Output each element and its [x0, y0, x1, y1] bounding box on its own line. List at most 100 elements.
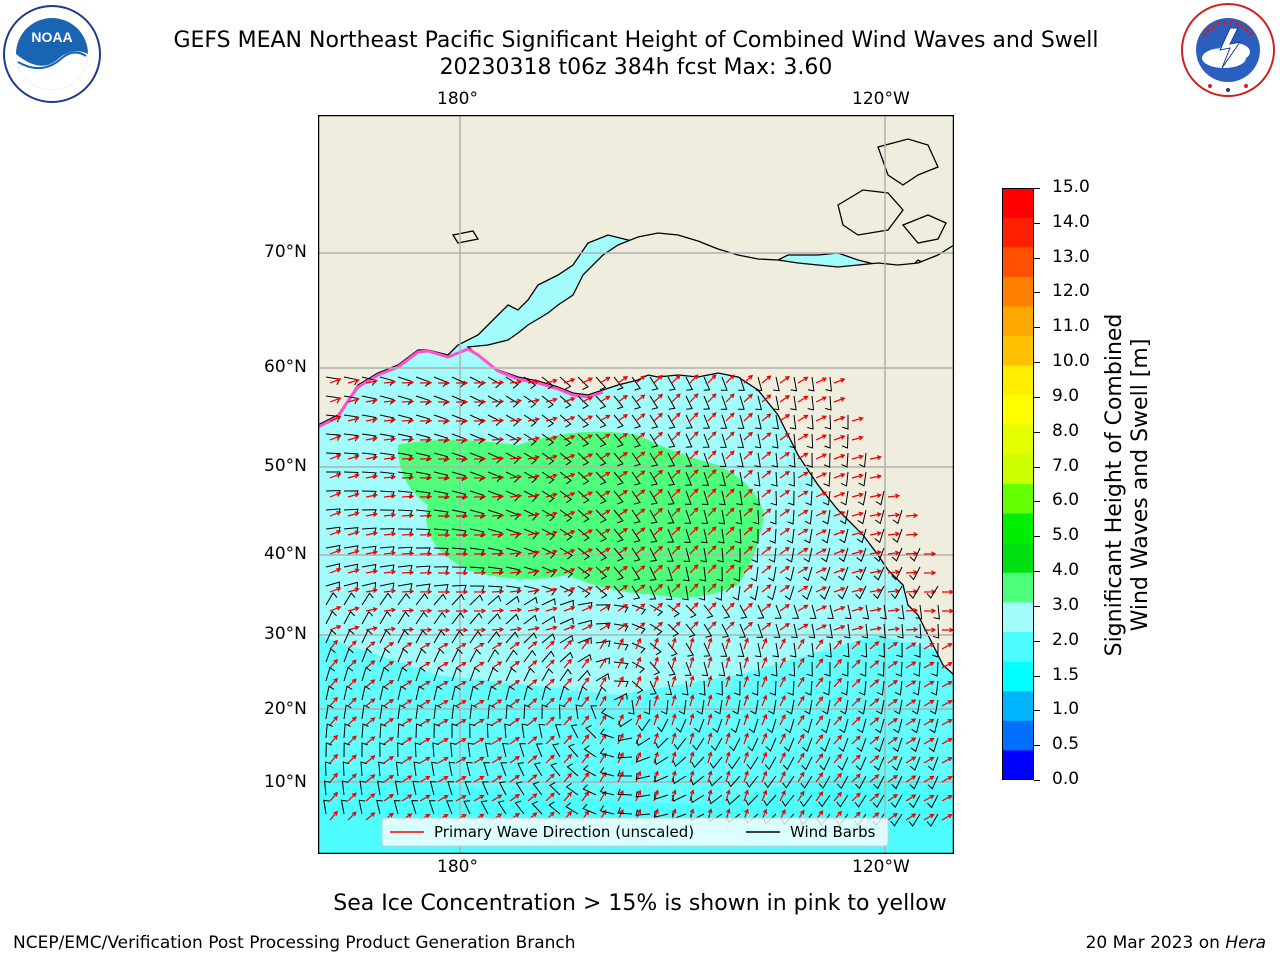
wind-barb	[666, 547, 674, 562]
wave-direction-arrow	[653, 602, 664, 612]
wave-direction-arrow	[653, 713, 659, 726]
wave-direction-arrow	[779, 584, 791, 593]
wave-direction-arrow	[401, 456, 415, 461]
wave-direction-arrow	[455, 719, 467, 726]
wind-barb	[613, 547, 624, 562]
wind-barb	[325, 610, 337, 625]
wave-direction-arrow	[887, 550, 901, 556]
wind-barb	[505, 667, 517, 682]
wind-barb	[533, 762, 543, 777]
wave-direction-arrow	[797, 452, 809, 460]
wind-barb	[631, 433, 641, 448]
wind-barb	[343, 723, 351, 739]
wave-direction-arrow	[653, 526, 664, 536]
wind-barb	[541, 615, 556, 625]
wave-direction-arrow	[671, 637, 677, 650]
wave-direction-arrow	[815, 677, 824, 688]
wind-barb	[914, 643, 921, 658]
wind-barb	[932, 623, 940, 639]
wave-direction-arrow	[581, 639, 590, 650]
wave-direction-arrow	[617, 656, 624, 669]
wind-barb	[818, 794, 831, 808]
wind-barb	[631, 509, 641, 524]
wave-direction-arrow	[779, 489, 791, 498]
wind-barb	[804, 528, 813, 544]
wave-direction-arrow	[617, 732, 624, 745]
wind-barb	[732, 585, 741, 601]
wind-barb	[720, 433, 727, 448]
wave-direction-arrow	[923, 608, 937, 614]
wave-direction-arrow	[779, 694, 786, 707]
wind-barb	[577, 653, 592, 663]
wave-direction-arrow	[833, 397, 846, 403]
wave-direction-arrow	[725, 450, 735, 460]
wind-barb	[857, 509, 867, 525]
wave-direction-arrow	[473, 570, 487, 576]
colorbar-segment	[1002, 720, 1034, 751]
wind-barb	[631, 566, 641, 581]
wind-barb	[415, 704, 424, 720]
wave-direction-arrow	[617, 413, 629, 422]
wind-barb	[818, 775, 831, 789]
wave-direction-arrow	[941, 662, 953, 669]
wind-barb	[379, 611, 392, 625]
wind-barb	[541, 452, 555, 465]
wind-barb	[649, 414, 659, 429]
wind-barb	[379, 723, 387, 739]
wind-barb	[789, 414, 797, 430]
wind-barb	[613, 680, 629, 688]
wave-direction-arrow	[419, 570, 433, 576]
wind-barb	[595, 622, 611, 630]
wind-barb	[431, 761, 438, 777]
wave-direction-arrow	[581, 624, 594, 631]
wave-direction-arrow	[491, 380, 505, 386]
wave-direction-arrow	[905, 737, 917, 745]
lon-label-bottom-120w: 120°W	[852, 857, 910, 877]
wind-barb	[361, 563, 377, 571]
wave-direction-arrow	[635, 470, 646, 479]
wave-direction-arrow	[401, 437, 415, 442]
wind-barb	[685, 623, 696, 638]
wave-direction-arrow	[599, 695, 607, 707]
wave-direction-arrow	[653, 469, 664, 479]
wind-barb	[469, 630, 482, 644]
wind-barb	[735, 509, 743, 525]
wind-barb	[802, 566, 813, 582]
wind-barb	[577, 433, 590, 447]
wave-direction-arrow	[689, 545, 699, 555]
wind-barb	[637, 718, 651, 732]
wind-barb	[631, 490, 641, 505]
wind-barb	[685, 471, 693, 486]
wind-barb	[376, 799, 383, 815]
lat-label-20n: 20°N	[264, 699, 307, 719]
colorbar-segment	[1002, 276, 1034, 307]
wave-direction-arrow	[365, 417, 379, 422]
wave-direction-arrow	[905, 627, 919, 633]
wave-direction-arrow	[527, 398, 541, 403]
wind-barb	[343, 666, 354, 682]
wind-barb	[932, 642, 939, 658]
wave-direction-arrow	[743, 713, 749, 726]
wave-direction-arrow	[689, 488, 699, 498]
wind-barb	[613, 452, 624, 467]
wind-barb	[325, 742, 333, 758]
land-north-america	[451, 138, 955, 677]
wave-direction-arrow	[419, 437, 433, 443]
wave-direction-arrow	[815, 472, 828, 479]
wind-barb	[414, 742, 422, 758]
wind-barb	[397, 629, 409, 644]
wind-barb	[838, 737, 849, 753]
wind-barb	[716, 680, 723, 696]
wave-direction-arrow	[797, 638, 805, 650]
wave-direction-arrow	[527, 607, 541, 612]
wave-direction-arrow	[671, 374, 681, 384]
wind-barb	[523, 704, 531, 720]
wave-direction-arrow	[653, 656, 659, 669]
wave-direction-arrow	[545, 697, 555, 707]
wind-barb	[617, 807, 633, 815]
wave-direction-arrow	[329, 772, 339, 783]
wind-barb	[737, 452, 744, 468]
wind-barb	[379, 546, 395, 553]
wave-direction-arrow	[779, 770, 786, 783]
wave-direction-arrow	[563, 378, 576, 384]
